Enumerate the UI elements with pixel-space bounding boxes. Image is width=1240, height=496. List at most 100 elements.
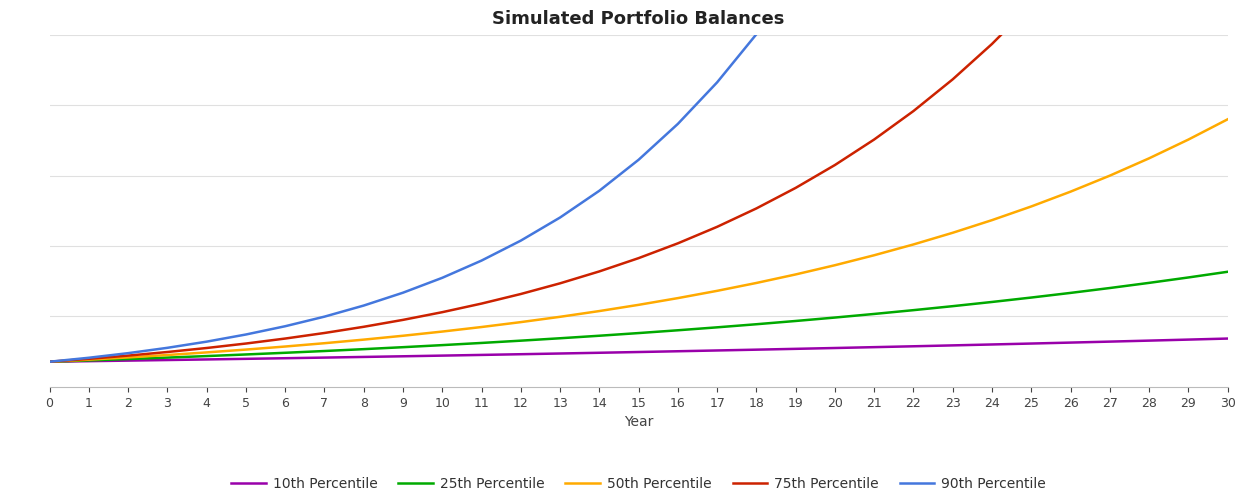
25th Percentile [553,335,568,341]
50th Percentile [749,280,764,286]
10th Percentile [435,353,450,359]
25th Percentile [278,350,293,356]
50th Percentile [513,319,528,325]
25th Percentile [356,346,371,352]
50th Percentile [317,340,332,346]
25th Percentile [709,324,724,330]
10th Percentile [513,351,528,357]
50th Percentile [867,252,882,258]
75th Percentile [42,359,57,365]
25th Percentile [591,333,606,339]
75th Percentile [356,324,371,330]
10th Percentile [396,353,410,359]
10th Percentile [985,342,999,348]
25th Percentile [513,338,528,344]
90th Percentile [42,359,57,365]
25th Percentile [631,330,646,336]
50th Percentile [238,347,253,353]
50th Percentile [1102,173,1117,179]
50th Percentile [356,337,371,343]
25th Percentile [396,344,410,350]
90th Percentile [749,31,764,37]
25th Percentile [200,353,215,359]
75th Percentile [671,241,686,247]
75th Percentile [317,330,332,336]
10th Percentile [160,357,175,363]
25th Percentile [317,348,332,354]
Line: 50th Percentile: 50th Percentile [50,120,1228,362]
10th Percentile [278,355,293,361]
90th Percentile [631,157,646,163]
10th Percentile [356,354,371,360]
50th Percentile [200,349,215,355]
Line: 25th Percentile: 25th Percentile [50,272,1228,362]
25th Percentile [1063,290,1078,296]
10th Percentile [1142,338,1157,344]
25th Percentile [1024,295,1039,301]
75th Percentile [827,162,842,168]
75th Percentile [160,349,175,355]
75th Percentile [749,205,764,211]
90th Percentile [238,331,253,337]
10th Percentile [317,355,332,361]
75th Percentile [200,345,215,351]
50th Percentile [396,333,410,339]
75th Percentile [435,309,450,315]
50th Percentile [671,295,686,301]
50th Percentile [82,357,97,363]
10th Percentile [553,351,568,357]
75th Percentile [985,41,999,47]
75th Percentile [278,336,293,342]
50th Percentile [553,314,568,320]
50th Percentile [789,271,804,277]
50th Percentile [160,352,175,358]
75th Percentile [591,268,606,274]
90th Percentile [396,290,410,296]
90th Percentile [513,238,528,244]
75th Percentile [789,185,804,191]
90th Percentile [474,257,489,263]
25th Percentile [1220,269,1235,275]
75th Percentile [238,341,253,347]
75th Percentile [553,280,568,286]
50th Percentile [709,288,724,294]
10th Percentile [789,346,804,352]
90th Percentile [160,345,175,351]
90th Percentile [317,313,332,319]
50th Percentile [985,217,999,223]
90th Percentile [200,339,215,345]
10th Percentile [200,357,215,363]
90th Percentile [82,355,97,361]
25th Percentile [749,321,764,327]
10th Percentile [1220,336,1235,342]
10th Percentile [709,348,724,354]
10th Percentile [238,356,253,362]
10th Percentile [827,345,842,351]
10th Percentile [1180,337,1195,343]
50th Percentile [827,262,842,268]
50th Percentile [1180,136,1195,142]
90th Percentile [709,79,724,85]
50th Percentile [1063,188,1078,194]
50th Percentile [120,355,135,361]
25th Percentile [1102,285,1117,291]
25th Percentile [160,355,175,361]
10th Percentile [631,349,646,355]
25th Percentile [867,311,882,317]
25th Percentile [1142,280,1157,286]
Line: 75th Percentile: 75th Percentile [50,0,1228,362]
10th Percentile [749,347,764,353]
10th Percentile [867,344,882,350]
90th Percentile [553,215,568,221]
75th Percentile [82,356,97,362]
75th Percentile [709,224,724,230]
10th Percentile [671,348,686,354]
75th Percentile [396,317,410,323]
10th Percentile [945,342,960,348]
75th Percentile [906,108,921,114]
75th Percentile [120,353,135,359]
10th Percentile [82,358,97,364]
Line: 90th Percentile: 90th Percentile [50,0,1228,362]
50th Percentile [906,242,921,248]
10th Percentile [1024,341,1039,347]
